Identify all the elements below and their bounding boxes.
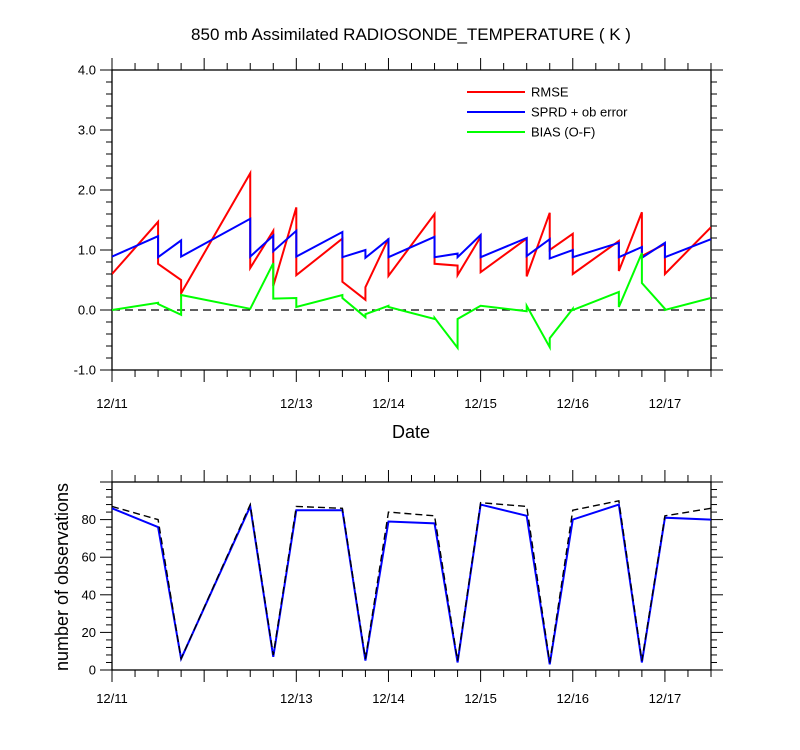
y-tick-label: 20 xyxy=(82,625,96,640)
bottom-plot-panel: 0 20 40 60 80 12/11 12/13 12/14 12/15 12/16 12/17 xyxy=(82,470,723,706)
chart-title: 850 mb Assimilated RADIOSONDE_TEMPERATUR… xyxy=(191,25,631,44)
y-tick-label: 4.0 xyxy=(78,63,96,78)
series-line-possible xyxy=(112,499,711,663)
plot-frame xyxy=(111,481,712,671)
legend-label-rmse: RMSE xyxy=(531,85,569,100)
x-tick-label: 12/13 xyxy=(280,691,313,706)
x-tick-label: 12/14 xyxy=(372,691,405,706)
legend: RMSE SPRD + ob error BIAS (O-F) xyxy=(467,85,628,140)
y-tick-label: 0.0 xyxy=(78,303,96,318)
top-plot-panel: -1.0 0.0 1.0 2.0 3.0 4.0 12/11 12/13 12/14 12/15 1… xyxy=(74,58,723,411)
x-tick-label: 12/16 xyxy=(556,691,589,706)
x-tick-label: 12/16 xyxy=(556,396,589,411)
x-tick-label: 12/17 xyxy=(649,396,682,411)
series-line-bias-o-f xyxy=(112,252,711,352)
x-tick-label: 12/17 xyxy=(649,691,682,706)
x-tick-label: 12/15 xyxy=(464,396,497,411)
y-tick-label: 0 xyxy=(89,663,96,678)
y-tick-label: 40 xyxy=(82,587,96,602)
y-tick-label: 1.0 xyxy=(78,243,96,258)
y-tick-label: 3.0 xyxy=(78,123,96,138)
legend-label-sprd-ob-error: SPRD + ob error xyxy=(531,105,628,120)
x-tick-label: 12/11 xyxy=(96,396,128,411)
series-line-sprd-ob-error xyxy=(112,217,711,260)
x-tick-label: 12/14 xyxy=(372,396,405,411)
x-tick-label: 12/13 xyxy=(280,396,313,411)
y-tick-label: 60 xyxy=(82,550,96,565)
y-tick-label: 80 xyxy=(82,512,96,527)
y-tick-label: -1.0 xyxy=(74,363,96,378)
x-tick-label: 12/11 xyxy=(96,691,128,706)
y-tick-label: 2.0 xyxy=(78,183,96,198)
series-line-rmse xyxy=(112,169,711,302)
x-axis-title: Date xyxy=(392,422,430,442)
legend-label-bias-o-f: BIAS (O-F) xyxy=(531,125,595,140)
series-line-assimilated xyxy=(112,502,711,665)
y-axis-title-observations: number of observations xyxy=(52,483,72,671)
x-tick-label: 12/15 xyxy=(464,691,497,706)
